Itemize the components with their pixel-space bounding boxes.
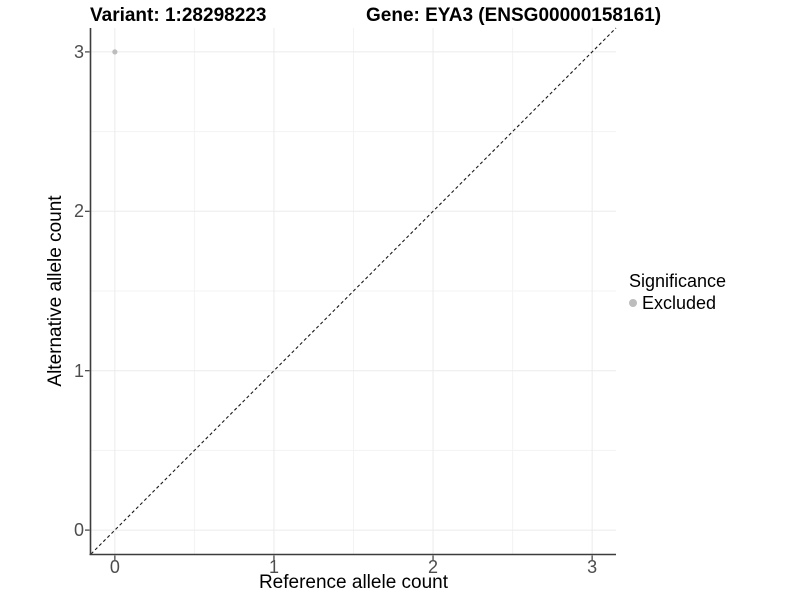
legend-title: Significance [629,271,727,291]
legend-point-swatch-icon [629,299,637,307]
x-tick-label: 2 [428,557,439,577]
y-tick-label: 2 [73,201,84,222]
plot-title-variant: Variant: 1:28298223 [90,5,267,26]
y-tick-label: 0 [73,520,84,541]
x-tick-label: 0 [109,557,120,577]
legend-entry-excluded: Excluded [629,293,726,313]
legend-entry-label: Excluded [642,292,717,313]
y-axis-title: Alternative allele count [45,195,66,387]
data-point [112,49,118,55]
y-tick-label: 1 [73,360,84,381]
plot-title-gene: Gene: EYA3 (ENSG00000158161) [366,5,662,26]
legend: Significance Excluded [629,271,726,313]
x-tick-label: 3 [587,557,598,577]
identity-reference-line [90,27,617,555]
y-tick-label: 3 [73,41,84,62]
x-tick-label: 1 [268,557,279,577]
x-axis-title: Reference allele count [258,572,449,593]
